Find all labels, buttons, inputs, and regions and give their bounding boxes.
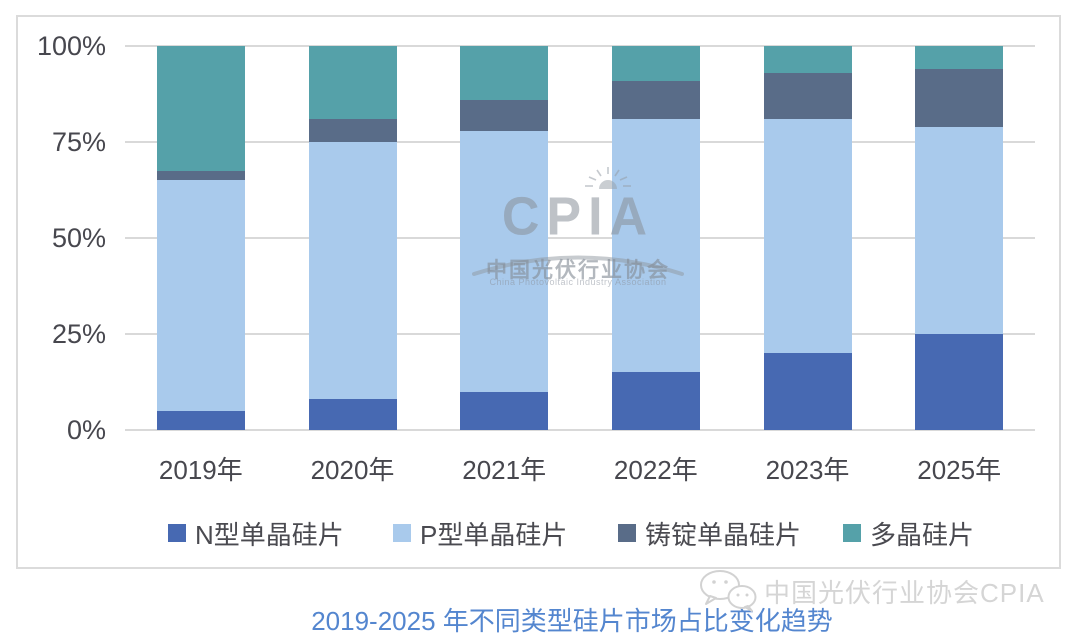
legend-label: P型单晶硅片 [420,519,568,550]
wechat-logo-icon [700,570,757,612]
bar-segment-N型单晶硅片 [308,399,397,430]
x-axis-label: 2020年 [310,455,395,485]
bar-segment-多晶硅片 [460,46,549,100]
bar-segment-N型单晶硅片 [915,334,1004,430]
legend-item-N型单晶硅片: N型单晶硅片 [168,518,344,550]
legend-swatch [843,524,861,542]
gridline-100 [125,45,1035,47]
gridline-25 [125,333,1035,335]
legend-label: N型单晶硅片 [195,519,344,550]
bar-segment-P型单晶硅片 [611,118,700,373]
legend-item-P型单晶硅片: P型单晶硅片 [393,518,567,550]
bar-segment-铸锭单晶硅片 [460,99,549,131]
y-axis-label: 25% [51,319,106,349]
x-axis-label: 2025年 [917,455,1002,485]
gridline-0 [125,429,1035,431]
bar-segment-多晶硅片 [915,46,1004,70]
legend-swatch [393,524,411,542]
x-axis-label: 2022年 [613,455,698,485]
bar-segment-N型单晶硅片 [611,372,700,430]
bar-segment-铸锭单晶硅片 [915,69,1004,127]
legend-item-铸锭单晶硅片: 铸锭单晶硅片 [618,518,801,550]
gridline-50 [125,237,1035,239]
y-axis-label: 100% [36,31,106,61]
y-axis-label: 0% [66,415,106,445]
legend-swatch [168,524,186,542]
watermark-bottom-right: 中国光伏行业协会CPIA [696,570,1045,612]
x-axis: 2019年 2020年 2021年 2022年 2023年 2025年 [125,454,1035,486]
legend-label: 多晶硅片 [870,519,975,550]
x-axis-label: 2023年 [765,455,850,485]
bar-segment-P型单晶硅片 [308,142,397,400]
y-axis-label: 50% [51,223,106,253]
bar-segment-多晶硅片 [611,46,700,81]
chart-caption: 2019-2025 年不同类型硅片市场占比变化趋势 [311,606,833,636]
bar-segment-多晶硅片 [763,46,852,73]
bar-segment-铸锭单晶硅片 [156,170,245,181]
watermark-bottom-text: 中国光伏行业协会CPIA [764,577,1045,608]
chart-legend: N型单晶硅片 P型单晶硅片 铸锭单晶硅片 多晶硅片 [18,518,1059,550]
bar-2022年 [611,46,700,430]
bar-segment-N型单晶硅片 [763,353,852,430]
bar-segment-P型单晶硅片 [915,126,1004,334]
bar-segment-多晶硅片 [156,46,245,171]
bar-2025年 [915,46,1004,430]
y-axis-label: 75% [51,127,106,157]
bar-segment-铸锭单晶硅片 [611,80,700,119]
bar-segment-P型单晶硅片 [156,180,245,411]
legend-label: 铸锭单晶硅片 [645,519,802,550]
bar-segment-铸锭单晶硅片 [763,72,852,119]
bar-2020年 [308,46,397,430]
bar-segment-P型单晶硅片 [763,118,852,354]
bar-2021年 [460,46,549,430]
bar-segment-P型单晶硅片 [460,130,549,392]
bar-segment-多晶硅片 [308,46,397,119]
bar-segment-N型单晶硅片 [460,391,549,430]
legend-swatch [618,524,636,542]
plot-area [125,45,1035,431]
x-axis-label: 2021年 [462,455,547,485]
bar-2019年 [156,46,245,430]
x-axis-label: 2019年 [158,455,243,485]
chart-container: 2019年 2020年 2021年 2022年 2023年 2025年 N型单晶硅片 P型单… [16,15,1061,569]
bar-2023年 [763,46,852,430]
legend-item-多晶硅片: 多晶硅片 [843,518,974,550]
bar-segment-N型单晶硅片 [156,410,245,430]
gridline-75 [125,141,1035,143]
bar-segment-铸锭单晶硅片 [308,118,397,143]
